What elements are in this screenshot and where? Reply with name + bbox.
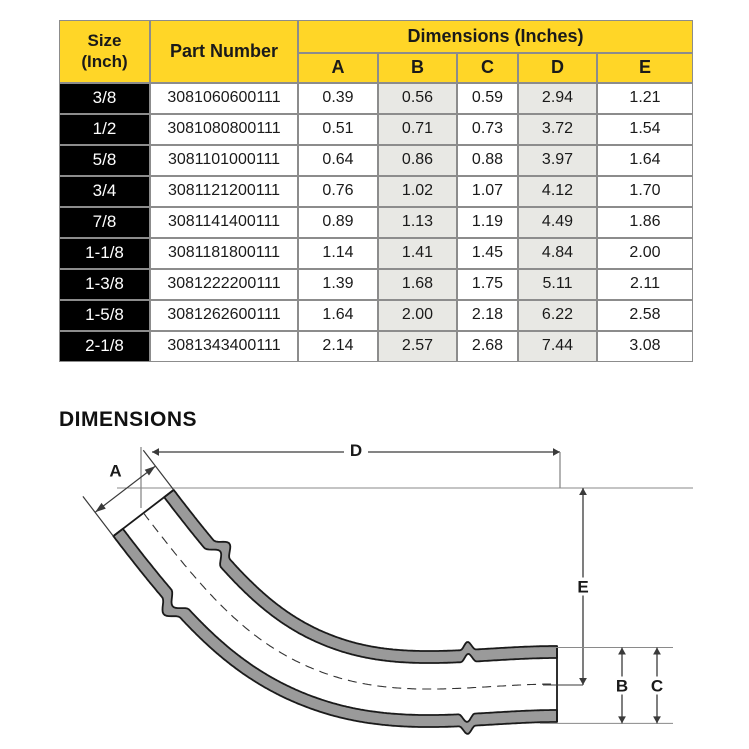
svg-text:E: E <box>577 578 588 597</box>
svg-text:C: C <box>651 677 663 696</box>
svg-text:B: B <box>616 677 628 696</box>
svg-text:D: D <box>350 441 362 460</box>
svg-text:A: A <box>109 462 121 481</box>
